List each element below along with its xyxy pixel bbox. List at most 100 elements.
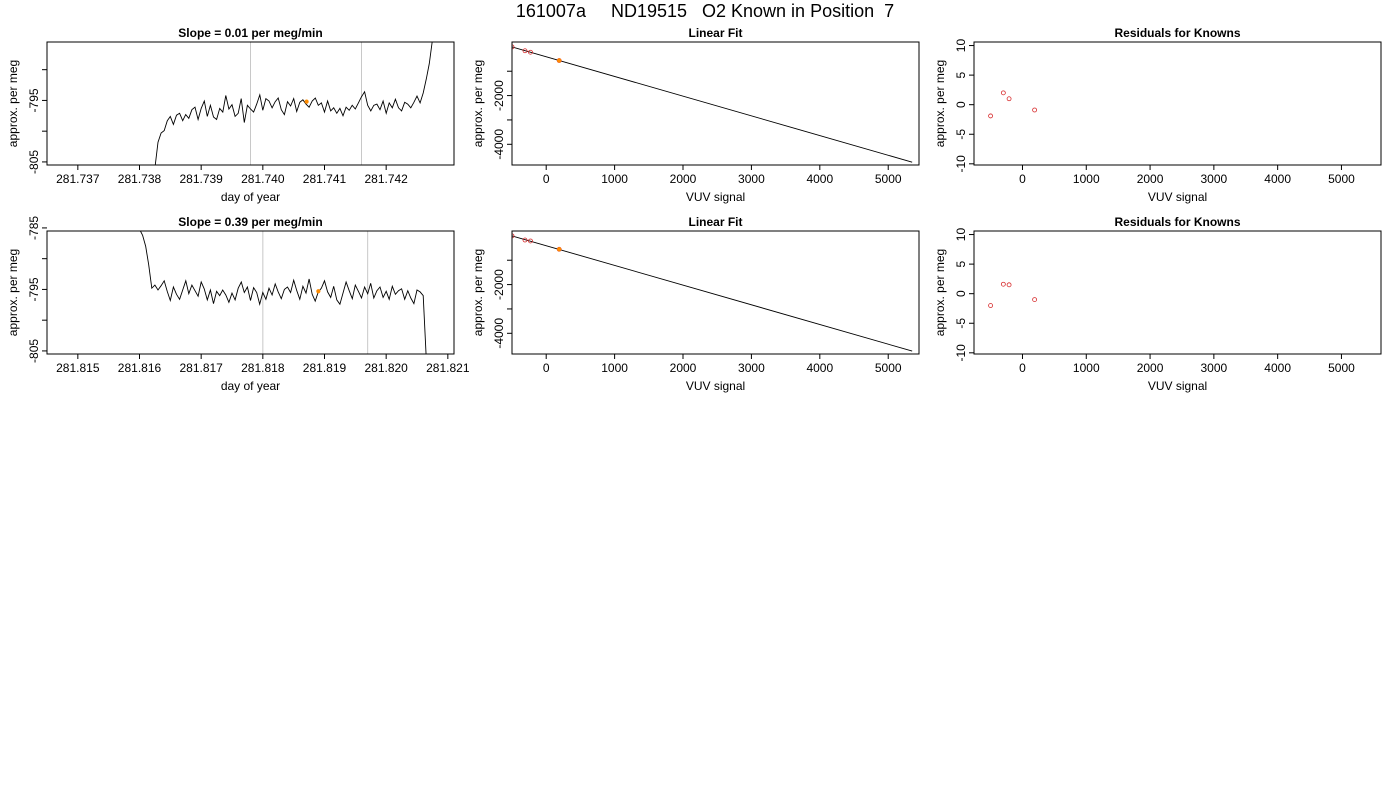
plot-area — [988, 281, 1038, 308]
y-tick-label: -4000 — [492, 129, 506, 160]
y-tick-label: -5 — [954, 129, 968, 140]
highlight-point — [316, 289, 321, 294]
plot-frame — [46, 41, 455, 166]
x-tick-label: 5000 — [875, 172, 902, 186]
x-tick-label: 1000 — [1073, 361, 1100, 375]
linear-fit-plot-run-2: Linear Fit 0 1000 2000 3000 4000 5000 -2000 -400… — [471, 215, 920, 393]
y-tick-label: 5 — [954, 260, 968, 267]
data-series-line — [139, 231, 427, 354]
data-point — [1000, 281, 1006, 287]
data-point — [1006, 96, 1012, 102]
panel-title: Linear Fit — [688, 215, 742, 229]
x-tick-label: 3000 — [1201, 172, 1228, 186]
x-axis-label: VUV signal — [686, 379, 745, 393]
y-tick-label: -10 — [954, 155, 968, 173]
x-tick-label: 0 — [543, 361, 550, 375]
plot-frame — [511, 41, 920, 166]
x-tick-label: 281.816 — [118, 361, 162, 375]
y-tick-label: -795 — [27, 88, 41, 112]
x-tick-label: 0 — [1019, 172, 1026, 186]
panel-title: Residuals for Knowns — [1114, 215, 1240, 229]
plot-area — [512, 44, 913, 163]
x-tick-label: 3000 — [738, 172, 765, 186]
plot-area — [154, 42, 433, 165]
fit-line — [512, 235, 913, 352]
x-tick-label: 281.739 — [179, 172, 223, 186]
x-tick-label: 5000 — [1328, 361, 1355, 375]
y-tick-label: 10 — [954, 39, 968, 53]
y-tick-label: 0 — [954, 290, 968, 297]
data-point — [1032, 107, 1038, 113]
drift-plot-run-2: Slope = 0.39 per meg/min 281.815 281.816 28… — [6, 215, 470, 393]
y-tick-label: -805 — [27, 339, 41, 363]
highlight-point — [557, 247, 562, 252]
x-tick-label: 4000 — [1264, 361, 1291, 375]
plot-frame — [973, 230, 1382, 355]
x-axis-label: day of year — [221, 190, 280, 204]
panel-title: Slope = 0.01 per meg/min — [178, 26, 322, 40]
plot-frame — [973, 41, 1382, 166]
data-point — [528, 238, 533, 244]
residuals-plot-run-2: Residuals for Knowns 0 1000 2000 3000 4000 500… — [933, 215, 1382, 393]
y-axis-label: approx. per meg — [6, 60, 20, 147]
data-point — [988, 113, 993, 119]
x-tick-label: 0 — [543, 172, 550, 186]
panel-title: Linear Fit — [688, 26, 742, 40]
plot-area — [988, 90, 1038, 119]
x-tick-label: 2000 — [670, 172, 697, 186]
residuals-plot-run-1: Residuals for Knowns 0 1000 2000 3000 4000 500… — [933, 26, 1382, 204]
panel-title: Residuals for Knowns — [1114, 26, 1240, 40]
y-axis-label: approx. per meg — [933, 249, 947, 336]
x-tick-label: 3000 — [738, 361, 765, 375]
y-tick-label: -10 — [954, 344, 968, 362]
x-tick-label: 1000 — [1073, 172, 1100, 186]
x-axis-label: VUV signal — [686, 190, 745, 204]
y-tick-label: -795 — [27, 277, 41, 301]
y-tick-label: -5 — [954, 318, 968, 329]
fit-line — [512, 46, 913, 163]
y-tick-label: 0 — [954, 101, 968, 108]
x-axis-label: VUV signal — [1148, 190, 1207, 204]
x-tick-label: 281.818 — [241, 361, 285, 375]
x-tick-label: 281.738 — [118, 172, 162, 186]
x-tick-label: 281.740 — [241, 172, 285, 186]
y-axis-label: approx. per meg — [471, 60, 485, 147]
plot-area — [512, 233, 913, 352]
data-point — [512, 44, 515, 50]
x-tick-label: 1000 — [601, 361, 628, 375]
data-point — [512, 233, 515, 239]
y-tick-label: -4000 — [492, 318, 506, 349]
y-tick-label: 5 — [954, 71, 968, 78]
x-tick-label: 281.815 — [56, 361, 100, 375]
x-tick-label: 5000 — [875, 361, 902, 375]
x-tick-label: 2000 — [1137, 172, 1164, 186]
data-point — [1000, 90, 1006, 96]
y-tick-label: -785 — [27, 216, 41, 240]
data-series-line — [154, 42, 433, 165]
data-point — [988, 303, 993, 308]
x-axis-label: VUV signal — [1148, 379, 1207, 393]
y-axis-label: approx. per meg — [933, 60, 947, 147]
y-axis-label: approx. per meg — [6, 249, 20, 336]
y-tick-label: -2000 — [492, 80, 506, 111]
highlight-point — [557, 58, 562, 63]
x-axis-label: day of year — [221, 379, 280, 393]
x-tick-label: 281.821 — [426, 361, 470, 375]
data-point — [1032, 297, 1038, 302]
data-point — [1006, 282, 1012, 288]
figure-title: 161007a ND19515 O2 Known in Position 7 — [515, 1, 895, 21]
x-tick-label: 1000 — [601, 172, 628, 186]
plot-area — [139, 231, 427, 354]
panel-title: Slope = 0.39 per meg/min — [178, 215, 322, 229]
x-tick-label: 5000 — [1328, 172, 1355, 186]
y-tick-label: -2000 — [492, 269, 506, 300]
data-point — [522, 48, 528, 54]
x-tick-label: 3000 — [1201, 361, 1228, 375]
data-point — [522, 237, 528, 243]
x-tick-label: 4000 — [806, 361, 833, 375]
linear-fit-plot-run-1: Linear Fit 0 1000 2000 3000 4000 5000 -2000 -400… — [471, 26, 920, 204]
x-tick-label: 281.742 — [364, 172, 408, 186]
x-tick-label: 281.820 — [364, 361, 408, 375]
x-tick-label: 4000 — [806, 172, 833, 186]
highlight-point — [304, 99, 309, 104]
